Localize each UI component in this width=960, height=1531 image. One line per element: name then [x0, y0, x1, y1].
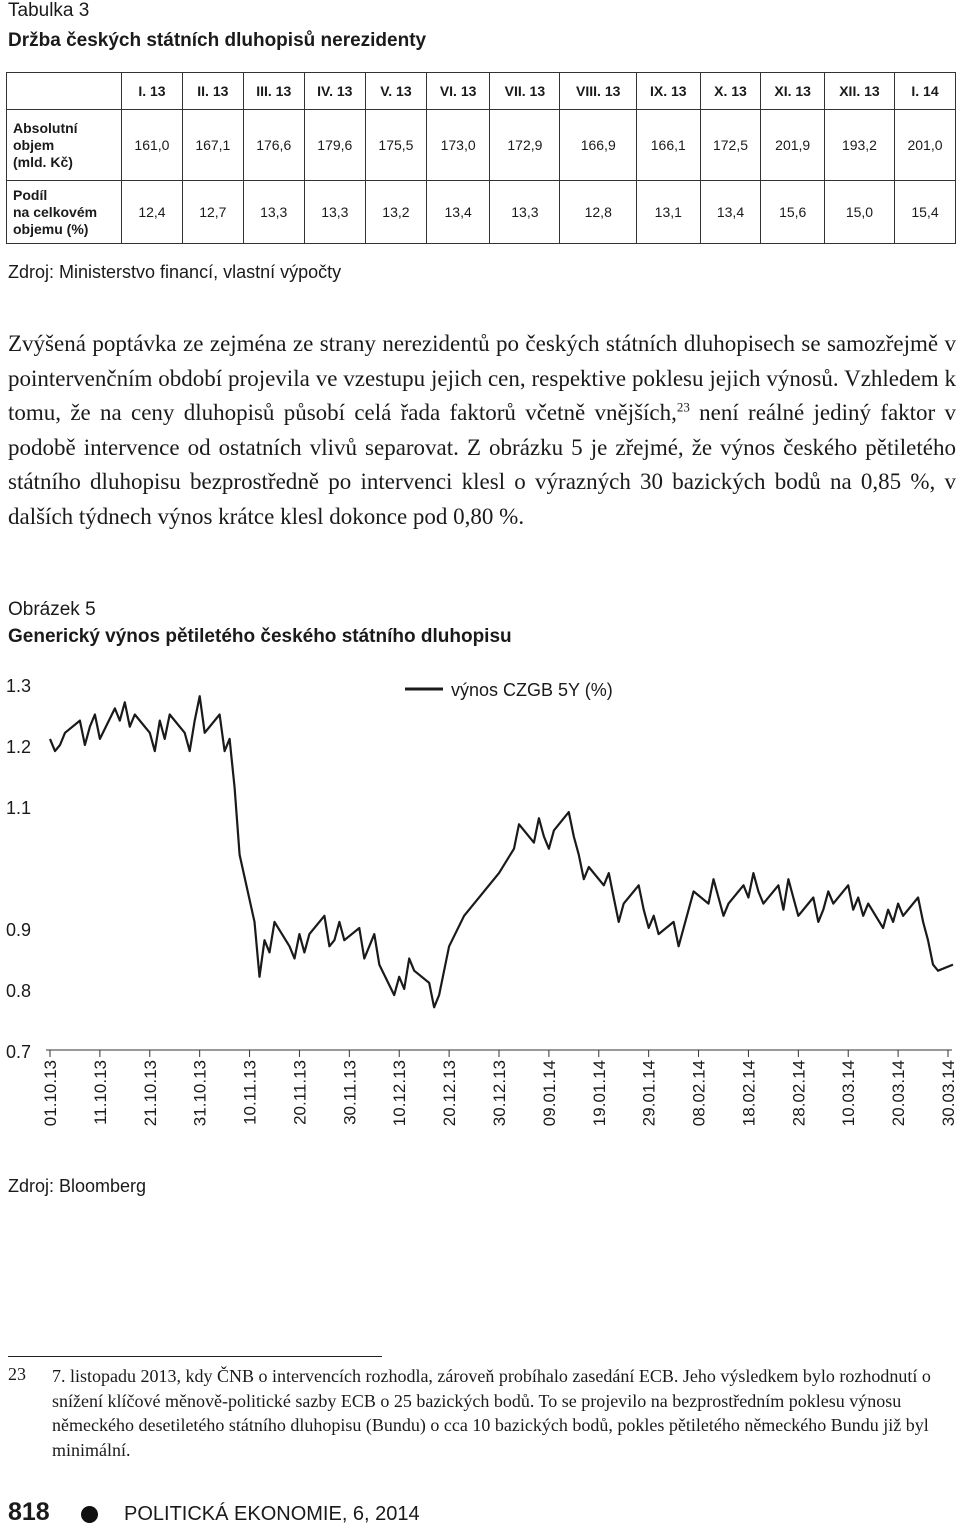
- row-header: Absolutní objem (mld. Kč): [6, 109, 122, 181]
- paragraph-text-part2: není reálné jediný faktor v podobě inter…: [8, 400, 956, 529]
- bullet-icon: [81, 1506, 98, 1523]
- table-cell: 13,3: [489, 180, 561, 244]
- column-header: XII. 13: [823, 72, 895, 110]
- figure-label: Obrázek 5: [8, 599, 96, 620]
- table-cell: 13,4: [699, 180, 762, 244]
- x-tick-label: 01.10.13: [41, 1060, 60, 1126]
- table-label: Tabulka 3: [8, 0, 90, 21]
- table-cell: 193,2: [823, 109, 895, 181]
- column-header: VII. 13: [489, 72, 561, 110]
- table-cell: 13,3: [242, 180, 305, 244]
- row-header-line: na celkovém: [13, 203, 98, 220]
- body-paragraph: Zvýšená poptávka ze zejména ze strany ne…: [8, 327, 956, 534]
- table-cell: 167,1: [181, 109, 244, 181]
- row-header-line: Absolutní: [13, 119, 78, 136]
- x-tick-label: 30.11.13: [340, 1060, 359, 1125]
- column-header: I. 13: [121, 72, 183, 110]
- column-header: II. 13: [181, 72, 244, 110]
- table-cell: 161,0: [121, 109, 183, 181]
- column-header: X. 13: [699, 72, 762, 110]
- table-cell: 12,8: [559, 180, 638, 244]
- x-tick-label: 09.01.14: [540, 1060, 559, 1126]
- footnote-text: 7. listopadu 2013, kdy ČNB o intervencíc…: [52, 1366, 931, 1460]
- x-tick-label: 19.01.14: [590, 1060, 609, 1126]
- table-cell: 15,4: [893, 180, 957, 244]
- x-tick-label: 18.02.14: [739, 1060, 758, 1126]
- column-header: I. 14: [893, 72, 957, 110]
- table-cell: 13,3: [303, 180, 366, 244]
- table-cell: 166,1: [636, 109, 701, 181]
- table-cell: 176,6: [242, 109, 305, 181]
- legend-label: výnos CZGB 5Y (%): [451, 680, 613, 700]
- table-cell: 166,9: [559, 109, 638, 181]
- yield-series-line: [48, 695, 954, 1009]
- table-cell: 201,0: [893, 109, 957, 181]
- x-tick-label: 29.01.14: [640, 1060, 659, 1126]
- table-cell: 12,4: [121, 180, 183, 244]
- y-tick-label: 1.2: [6, 737, 31, 757]
- x-tick-label: 30.03.14: [939, 1060, 958, 1126]
- table-row-share: Podíl na celkovém objemu (%) 12,4 12,7 1…: [6, 180, 957, 244]
- figure-source: Zdroj: Bloomberg: [8, 1176, 147, 1196]
- page-number: 818: [8, 1498, 50, 1526]
- table-cell: 173,0: [425, 109, 491, 181]
- footnote-number: 23: [8, 1364, 26, 1384]
- x-tick-label: 31.10.13: [191, 1060, 210, 1126]
- column-header: XI. 13: [760, 72, 825, 110]
- y-tick-label: 0.8: [6, 981, 31, 1001]
- column-header: III. 13: [242, 72, 305, 110]
- table-row-absolute-volume: Absolutní objem (mld. Kč) 161,0 167,1 17…: [6, 109, 957, 181]
- x-tick-label: 10.03.14: [839, 1060, 858, 1126]
- column-header: V. 13: [364, 72, 427, 110]
- paragraph-text-part1: Zvýšená poptávka ze zejména ze strany ne…: [8, 331, 956, 425]
- table-source: Zdroj: Ministerstvo financí, vlastní výp…: [8, 262, 342, 282]
- row-header-line: (mld. Kč): [13, 153, 73, 170]
- x-tick-label: 21.10.13: [141, 1060, 160, 1126]
- x-tick-label: 20.11.13: [290, 1060, 309, 1125]
- table-cell: 15,0: [823, 180, 895, 244]
- column-header: VI. 13: [425, 72, 491, 110]
- column-header: VIII. 13: [559, 72, 638, 110]
- footnote-reference: 23: [676, 399, 690, 415]
- table-cell: 179,6: [303, 109, 366, 181]
- figure-title: Generický výnos pětiletého českého státn…: [8, 626, 512, 647]
- x-tick-label: 20.12.13: [440, 1060, 459, 1126]
- y-tick-label: 0.7: [6, 1042, 31, 1062]
- x-tick-label: 10.11.13: [241, 1060, 260, 1125]
- table-title: Držba českých státních dluhopisů nerezid…: [8, 30, 427, 51]
- table-cell: 201,9: [760, 109, 825, 181]
- x-tick-label: 10.12.13: [390, 1060, 409, 1126]
- column-header: IV. 13: [303, 72, 366, 110]
- y-tick-label: 0.9: [6, 920, 31, 940]
- row-header: Podíl na celkovém objemu (%): [6, 180, 122, 244]
- y-tick-label: 1.1: [6, 798, 31, 818]
- table-cell: 13,4: [425, 180, 491, 244]
- x-tick-label: 08.02.14: [690, 1060, 709, 1126]
- table-cell: 172,9: [489, 109, 561, 181]
- yield-line-chart: 1.3 1.2 1.1 0.9 0.8 0.7 01.10.13 11.10.13 21.10.…: [6, 676, 958, 1126]
- column-header: IX. 13: [636, 72, 701, 110]
- holdings-table: I. 13 II. 13 III. 13 IV. 13 V. 13 VI. 13…: [6, 72, 957, 244]
- y-tick-label: 1.3: [6, 676, 31, 696]
- table-cell: 15,6: [760, 180, 825, 244]
- table-cell: 12,7: [181, 180, 244, 244]
- table-cell: 175,5: [364, 109, 427, 181]
- journal-name: POLITICKÁ EKONOMIE, 6, 2014: [124, 1503, 420, 1525]
- table-header-row: I. 13 II. 13 III. 13 IV. 13 V. 13 VI. 13…: [6, 72, 957, 110]
- x-tick-label: 11.10.13: [91, 1060, 110, 1125]
- table-cell: 13,1: [636, 180, 701, 244]
- row-header-line: objem: [13, 136, 55, 153]
- x-tick-label: 28.02.14: [789, 1060, 808, 1126]
- table-corner-cell: [6, 72, 122, 110]
- row-header-line: objemu (%): [13, 220, 89, 237]
- table-cell: 13,2: [364, 180, 427, 244]
- x-tick-label: 20.03.14: [889, 1060, 908, 1126]
- footnote-divider: [8, 1356, 382, 1357]
- x-tick-label: 30.12.13: [490, 1060, 509, 1126]
- row-header-line: Podíl: [13, 186, 48, 203]
- table-cell: 172,5: [699, 109, 762, 181]
